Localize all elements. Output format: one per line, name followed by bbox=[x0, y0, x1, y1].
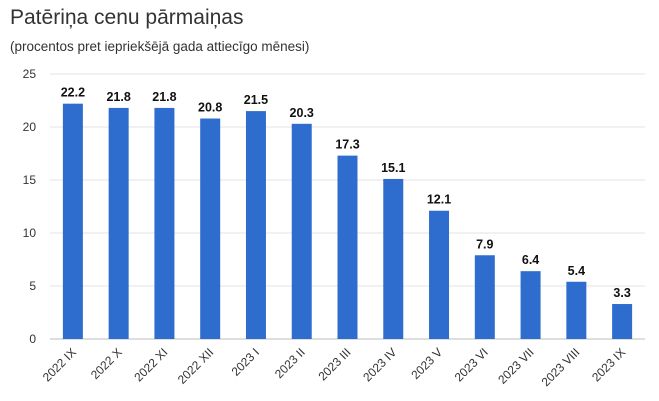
chart-title: Patēriņa cenu pārmaiņas bbox=[10, 6, 244, 29]
x-tick-label: 2023 I bbox=[229, 345, 262, 378]
y-tick-label: 10 bbox=[23, 226, 37, 240]
bar bbox=[474, 255, 495, 339]
data-label: 3.3 bbox=[613, 286, 630, 300]
x-tick-label: 2023 VI bbox=[452, 345, 491, 384]
data-label: 20.8 bbox=[198, 101, 222, 115]
x-tick-label: 2023 VIII bbox=[539, 345, 583, 389]
x-tick-label: 2022 X bbox=[88, 345, 125, 382]
y-tick-label: 25 bbox=[23, 67, 37, 81]
data-label: 5.4 bbox=[568, 264, 585, 278]
data-label: 21.5 bbox=[244, 93, 268, 107]
data-label: 17.3 bbox=[335, 138, 359, 152]
data-label: 15.1 bbox=[381, 161, 405, 175]
data-label: 6.4 bbox=[522, 253, 539, 267]
x-tick-label: 2023 VII bbox=[495, 345, 537, 387]
y-tick-label: 0 bbox=[29, 332, 36, 346]
bar bbox=[566, 281, 587, 339]
bar bbox=[200, 118, 221, 340]
x-tick-label: 2022 IX bbox=[40, 345, 79, 384]
y-tick-label: 5 bbox=[29, 279, 36, 293]
y-tick-label: 15 bbox=[23, 173, 37, 187]
data-label: 22.2 bbox=[61, 86, 85, 100]
bars bbox=[62, 103, 633, 340]
x-tick-label: 2022 XII bbox=[175, 345, 217, 387]
data-labels: 22.2 21.8 21.8 20.8 21.5 20.3 17.3 15.1 12.1 7.9 6… bbox=[61, 86, 631, 300]
x-tick-label: 2023 V bbox=[408, 345, 445, 382]
x-tick-label: 2022 XI bbox=[131, 345, 170, 384]
bar bbox=[520, 271, 541, 339]
bar bbox=[383, 178, 404, 339]
data-label: 21.8 bbox=[106, 90, 130, 104]
x-tick-label: 2023 II bbox=[272, 345, 308, 381]
x-tick-label: 2023 IV bbox=[360, 345, 399, 384]
x-tick-label: 2023 IX bbox=[589, 345, 628, 384]
y-tick-label: 20 bbox=[23, 120, 37, 134]
y-axis-ticks: 0 5 10 15 20 25 bbox=[23, 67, 37, 346]
bar bbox=[291, 123, 312, 339]
data-label: 20.3 bbox=[290, 106, 314, 120]
x-axis-labels: 2022 IX 2022 X 2022 XI 2022 XII 2023 I 2023 I… bbox=[40, 345, 628, 389]
bar bbox=[337, 155, 358, 339]
bar bbox=[108, 107, 129, 339]
x-tick-label: 2023 III bbox=[315, 345, 353, 383]
bar bbox=[612, 304, 633, 339]
chart-subtitle: (procentos pret iepriekšējā gada attiecī… bbox=[10, 39, 310, 54]
bar bbox=[62, 103, 83, 340]
data-label: 12.1 bbox=[427, 193, 451, 207]
bar bbox=[429, 210, 450, 339]
data-label: 21.8 bbox=[152, 90, 176, 104]
data-label: 7.9 bbox=[476, 237, 493, 251]
bar bbox=[245, 111, 266, 339]
bar bbox=[154, 107, 175, 339]
